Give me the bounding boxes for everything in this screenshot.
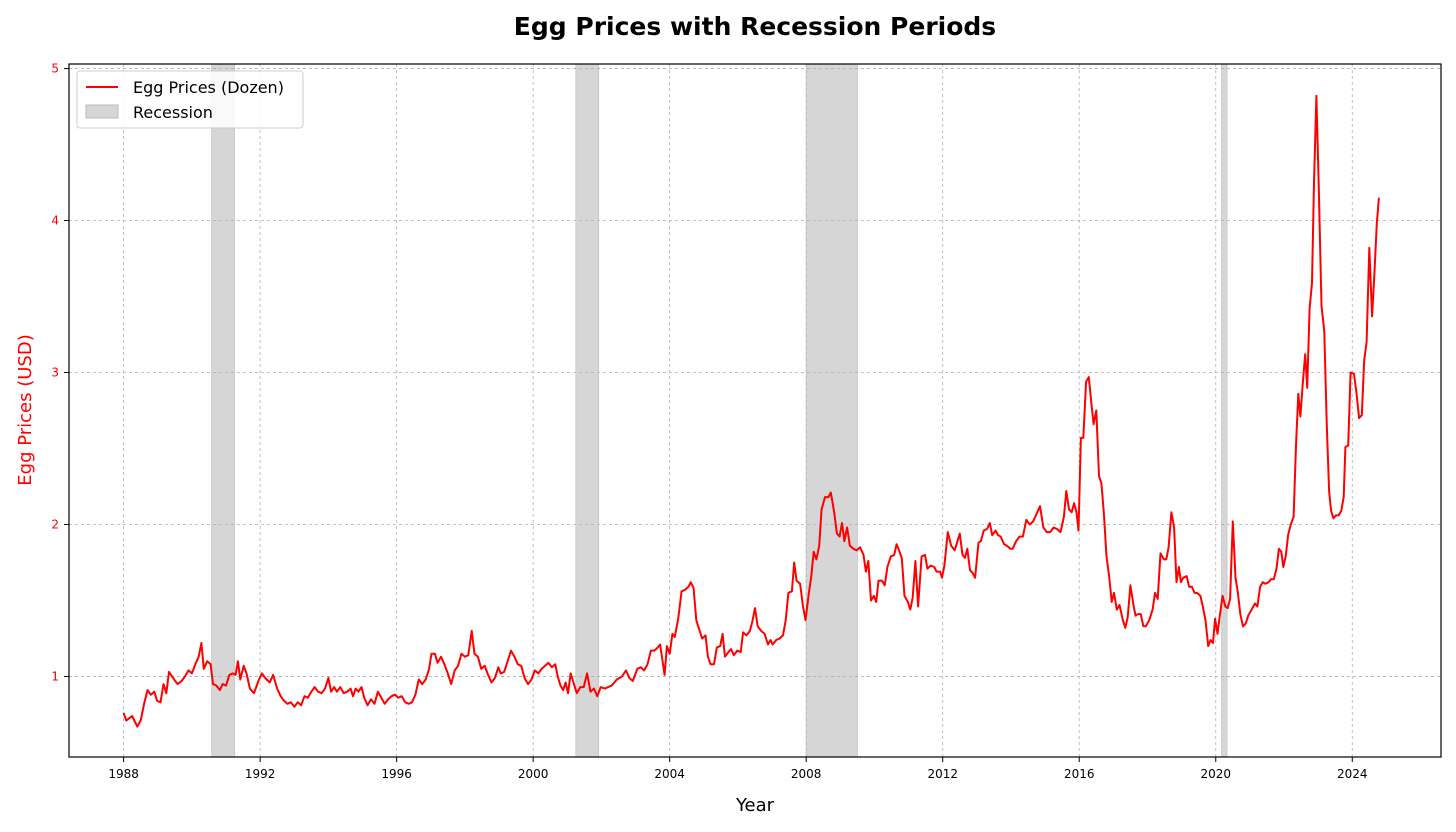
x-tick-label: 2000 [518,767,549,781]
recession-band [575,63,600,758]
y-tick-label: 1 [51,669,59,683]
plot-frame [68,63,1442,758]
x-axis-label: Year [735,795,775,816]
recession-band [805,63,858,758]
grid-lines [69,64,1441,757]
legend-band-label: Recession [133,103,213,122]
legend-line-label: Egg Prices (Dozen) [133,78,284,97]
recession-bands [211,63,1228,758]
chart-title: Egg Prices with Recession Periods [514,12,996,41]
egg-price-line [122,94,1380,728]
y-axis-ticks: 1 2 3 4 5 [51,62,69,683]
legend-box [76,70,304,129]
y-axis-label: Egg Prices (USD) [15,334,36,485]
recession-band [211,63,235,758]
x-tick-label: 2008 [791,767,822,781]
legend: Egg Prices (Dozen) Recession [76,70,304,129]
y-tick-label: 5 [51,62,59,76]
x-tick-label: 1992 [245,767,276,781]
x-axis-ticks: 1988 1992 1996 2000 2004 2008 2012 2016 2020 2024 [108,757,1368,781]
y-tick-label: 4 [51,214,59,228]
x-tick-label: 2004 [654,767,685,781]
y-tick-label: 3 [51,366,59,380]
y-tick-label: 2 [51,517,59,531]
x-tick-label: 1988 [108,767,139,781]
price-line-layer [122,94,1380,728]
x-tick-label: 2012 [927,767,958,781]
x-tick-label: 2020 [1200,767,1231,781]
legend-band-swatch [85,104,119,119]
x-tick-label: 2016 [1064,767,1095,781]
x-tick-label: 1996 [381,767,412,781]
x-tick-label: 2024 [1337,767,1368,781]
recession-band [1221,63,1228,758]
